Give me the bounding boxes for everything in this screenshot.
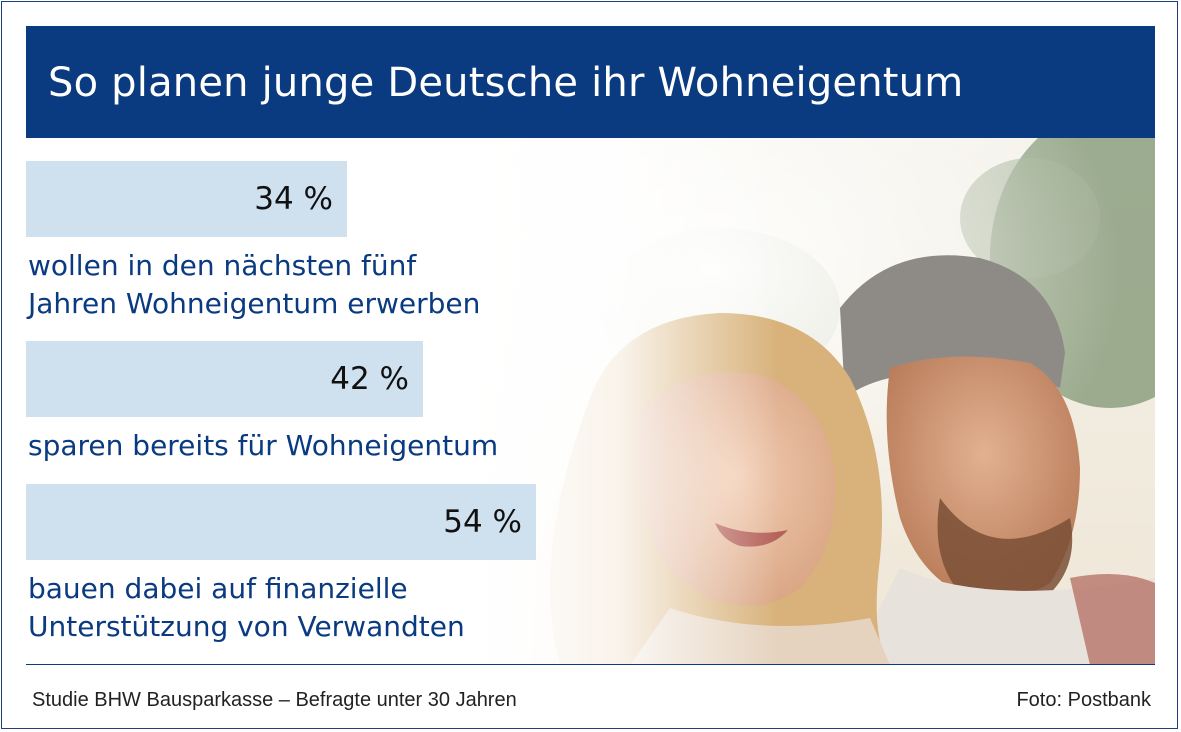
header-banner: So planen junge Deutsche ihr Wohneigentu… [26,26,1155,138]
category-label-1: wollen in den nächsten fünf Jahren Wohne… [28,249,481,320]
bar-3 [26,484,536,560]
bar-value-label-1: 34 % [254,181,333,217]
bar-1 [26,161,347,237]
bar-2 [26,341,423,417]
page-title: So planen junge Deutsche ihr Wohneigentu… [48,60,964,106]
source-note: Studie BHW Bausparkasse – Befragte unter… [32,689,517,711]
category-label-2: sparen bereits für Wohneigentum [28,429,499,462]
bar-value-label-2: 42 % [330,361,409,397]
category-label-3: bauen dabei auf finanzielle Unterstützun… [28,572,465,643]
bar-value-label-3: 54 % [443,504,522,540]
photo-credit: Foto: Postbank [1016,689,1151,711]
couple-photo-image [470,138,1155,665]
footer-divider [26,664,1155,665]
